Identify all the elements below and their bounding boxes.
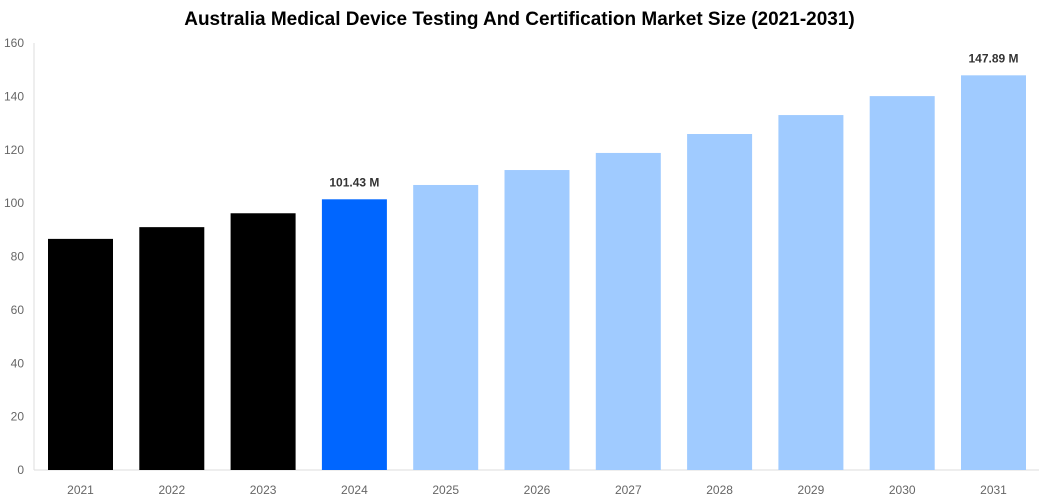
x-tick-label: 2025 <box>432 483 459 497</box>
x-tick-label: 2031 <box>980 483 1007 497</box>
bar-2028 <box>687 134 753 470</box>
y-tick-label: 80 <box>11 250 25 264</box>
bar-2021 <box>48 238 113 470</box>
bar-2022 <box>139 227 205 470</box>
bar-2023 <box>230 213 296 471</box>
y-tick-label: 40 <box>11 356 25 370</box>
x-tick-label: 2026 <box>524 483 551 497</box>
x-tick-label: 2024 <box>341 483 368 497</box>
x-tick-label: 2027 <box>615 483 642 497</box>
bar-2030 <box>869 96 935 470</box>
y-tick-label: 20 <box>11 410 25 424</box>
bar-2025 <box>413 184 479 471</box>
x-tick-label: 2030 <box>889 483 916 497</box>
y-tick-label: 60 <box>11 303 25 317</box>
bar-2024 <box>321 199 387 470</box>
x-tick-label: 2022 <box>158 483 185 497</box>
chart-title: Australia Medical Device Testing And Cer… <box>184 9 855 30</box>
y-tick-label: 0 <box>17 463 24 477</box>
data-label: 101.43 M <box>329 175 379 189</box>
y-tick-label: 140 <box>4 89 24 103</box>
x-tick-label: 2029 <box>798 483 825 497</box>
x-tick-label: 2023 <box>250 483 277 497</box>
bar-2031 <box>961 75 1026 470</box>
bar-2029 <box>778 115 844 471</box>
bar-2027 <box>595 152 661 470</box>
bar-2026 <box>504 170 570 470</box>
y-tick-label: 120 <box>4 143 24 157</box>
y-tick-label: 100 <box>4 196 24 210</box>
y-tick-label: 160 <box>4 36 24 50</box>
data-label: 147.89 M <box>968 51 1018 65</box>
x-tick-label: 2021 <box>67 483 94 497</box>
x-tick-label: 2028 <box>706 483 733 497</box>
